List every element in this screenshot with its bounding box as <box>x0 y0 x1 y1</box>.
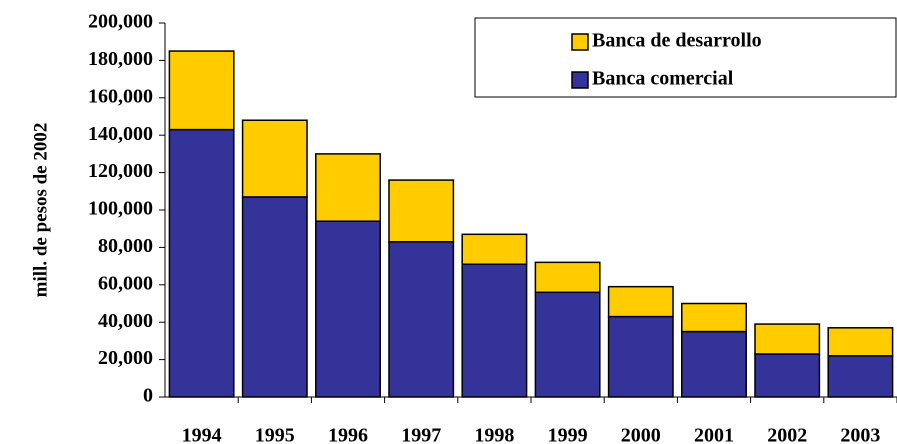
x-tick-label: 2002 <box>767 425 807 444</box>
bar-segment <box>388 179 455 243</box>
x-tick-label: 1998 <box>474 425 514 444</box>
y-tick-label: 100,000 <box>88 198 153 220</box>
x-tick-label: 1999 <box>548 425 588 444</box>
bar-segment <box>534 261 601 294</box>
bar-segment <box>315 153 381 222</box>
y-tick-label: 0 <box>143 385 153 407</box>
bar-segment <box>461 263 528 398</box>
x-tick-label: 1995 <box>255 425 295 444</box>
bar-segment <box>241 119 308 198</box>
bar-segment <box>534 291 601 398</box>
x-tick-label: 2000 <box>621 425 661 444</box>
bar-segment <box>681 330 747 398</box>
bar-segment <box>168 50 235 131</box>
bar-segment <box>681 302 747 333</box>
legend-label: Banca de desarrollo <box>592 30 762 52</box>
bar-segment <box>168 128 235 398</box>
bar-segment <box>827 355 894 398</box>
y-tick-label: 80,000 <box>98 235 153 257</box>
bar-segment <box>827 327 894 357</box>
bar-segment <box>315 220 381 398</box>
x-tick-label: 2001 <box>694 425 734 444</box>
y-axis-label: mill. de pesos de 2002 <box>30 123 51 298</box>
bar-segment <box>241 196 308 398</box>
legend-swatch <box>571 33 589 51</box>
legend-box <box>474 17 897 98</box>
x-tick-label: 2003 <box>840 425 880 444</box>
bar-segment <box>754 353 821 398</box>
bar-segment <box>388 241 455 398</box>
legend-swatch <box>571 71 589 89</box>
x-tick-label: 1997 <box>401 425 441 444</box>
bar-segment <box>754 323 821 355</box>
bar-segment <box>461 233 528 265</box>
y-tick-label: 180,000 <box>88 48 153 70</box>
y-tick-label: 20,000 <box>98 347 153 369</box>
y-tick-label: 40,000 <box>98 310 153 332</box>
y-tick-label: 60,000 <box>98 272 153 294</box>
y-tick-label: 200,000 <box>88 11 153 33</box>
bar-segment <box>607 285 674 318</box>
legend-label: Banca comercial <box>592 68 734 90</box>
bar-segment <box>607 315 674 398</box>
x-tick-label: 1996 <box>328 425 368 444</box>
y-tick-label: 120,000 <box>88 160 153 182</box>
y-tick-label: 140,000 <box>88 123 153 145</box>
y-tick-label: 160,000 <box>88 85 153 107</box>
x-tick-label: 1994 <box>182 425 222 444</box>
